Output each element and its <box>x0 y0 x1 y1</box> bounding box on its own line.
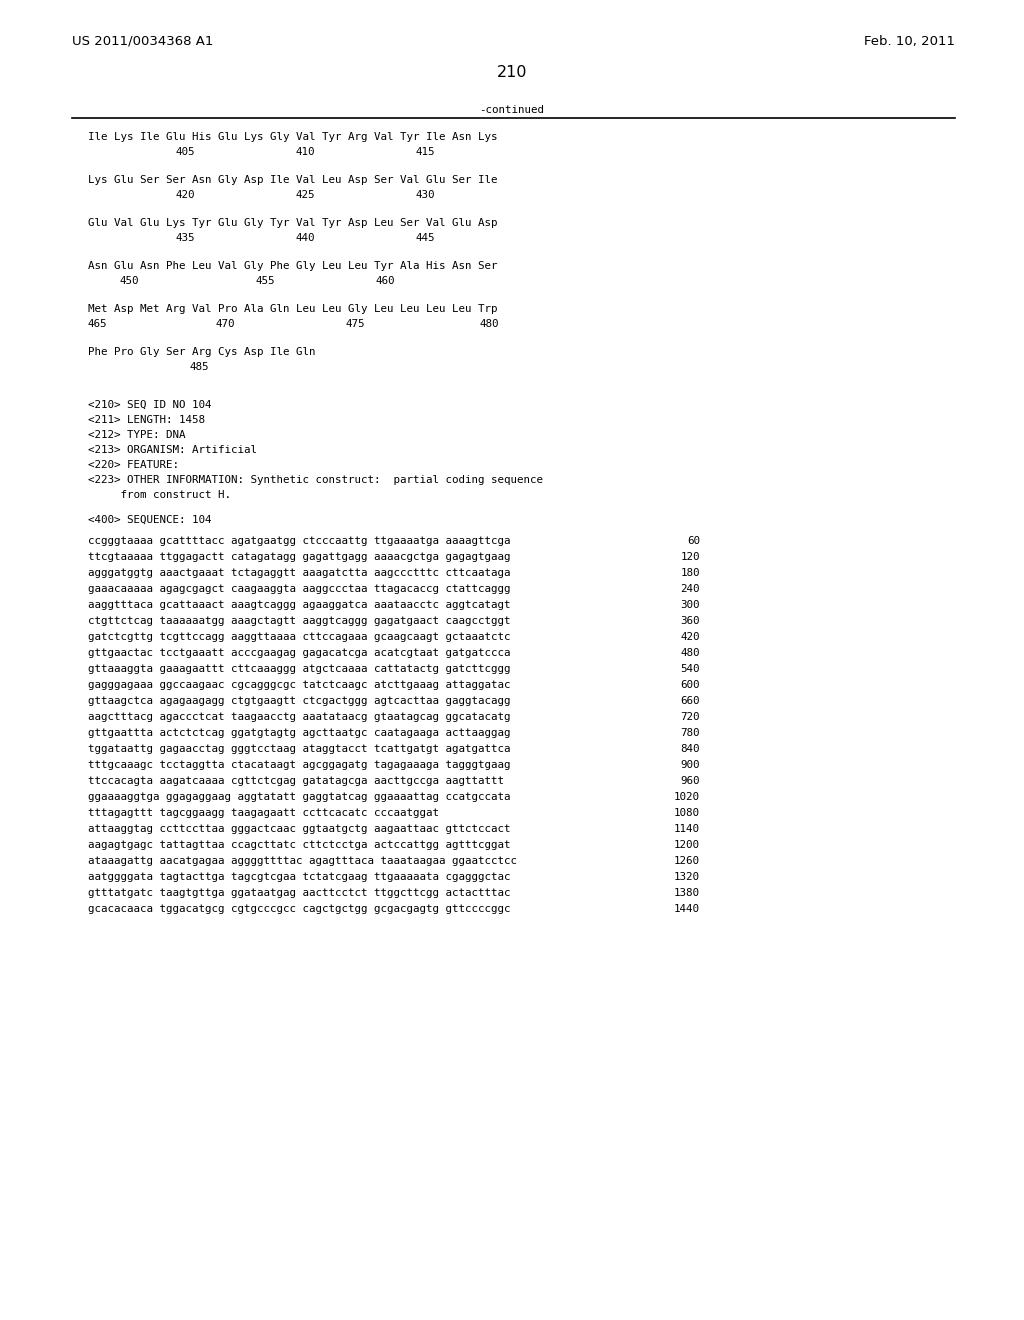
Text: 440: 440 <box>295 234 314 243</box>
Text: 180: 180 <box>681 568 700 578</box>
Text: 470: 470 <box>215 319 234 329</box>
Text: gtttatgatc taagtgttga ggataatgag aacttcctct ttggcttcgg actactttac: gtttatgatc taagtgttga ggataatgag aacttcc… <box>88 888 511 898</box>
Text: aaggtttaca gcattaaact aaagtcaggg agaaggatca aaataacctc aggtcatagt: aaggtttaca gcattaaact aaagtcaggg agaagga… <box>88 601 511 610</box>
Text: gaaacaaaaa agagcgagct caagaaggta aaggccctaa ttagacaccg ctattcaggg: gaaacaaaaa agagcgagct caagaaggta aaggccc… <box>88 583 511 594</box>
Text: gcacacaaca tggacatgcg cgtgcccgcc cagctgctgg gcgacgagtg gttccccggc: gcacacaaca tggacatgcg cgtgcccgcc cagctgc… <box>88 904 511 913</box>
Text: Asn Glu Asn Phe Leu Val Gly Phe Gly Leu Leu Tyr Ala His Asn Ser: Asn Glu Asn Phe Leu Val Gly Phe Gly Leu … <box>88 261 498 271</box>
Text: ttcgtaaaaa ttggagactt catagatagg gagattgagg aaaacgctga gagagtgaag: ttcgtaaaaa ttggagactt catagatagg gagattg… <box>88 552 511 562</box>
Text: 420: 420 <box>681 632 700 642</box>
Text: Lys Glu Ser Ser Asn Gly Asp Ile Val Leu Asp Ser Val Glu Ser Ile: Lys Glu Ser Ser Asn Gly Asp Ile Val Leu … <box>88 176 498 185</box>
Text: agggatggtg aaactgaaat tctagaggtt aaagatctta aagccctttc cttcaataga: agggatggtg aaactgaaat tctagaggtt aaagatc… <box>88 568 511 578</box>
Text: <400> SEQUENCE: 104: <400> SEQUENCE: 104 <box>88 515 212 525</box>
Text: ggaaaaggtga ggagaggaag aggtatatt gaggtatcag ggaaaattag ccatgccata: ggaaaaggtga ggagaggaag aggtatatt gaggtat… <box>88 792 511 803</box>
Text: 1200: 1200 <box>674 840 700 850</box>
Text: 445: 445 <box>415 234 434 243</box>
Text: 960: 960 <box>681 776 700 785</box>
Text: <213> ORGANISM: Artificial: <213> ORGANISM: Artificial <box>88 445 257 455</box>
Text: 540: 540 <box>681 664 700 675</box>
Text: 455: 455 <box>255 276 274 286</box>
Text: 1320: 1320 <box>674 873 700 882</box>
Text: gttgaattta actctctcag ggatgtagtg agcttaatgc caatagaaga acttaaggag: gttgaattta actctctcag ggatgtagtg agcttaa… <box>88 729 511 738</box>
Text: 60: 60 <box>687 536 700 546</box>
Text: 435: 435 <box>175 234 195 243</box>
Text: 720: 720 <box>681 711 700 722</box>
Text: aagagtgagc tattagttaa ccagcttatc cttctcctga actccattgg agtttcggat: aagagtgagc tattagttaa ccagcttatc cttctcc… <box>88 840 511 850</box>
Text: <220> FEATURE:: <220> FEATURE: <box>88 459 179 470</box>
Text: tggataattg gagaacctag gggtcctaag ataggtacct tcattgatgt agatgattca: tggataattg gagaacctag gggtcctaag ataggta… <box>88 744 511 754</box>
Text: gttaagctca agagaagagg ctgtgaagtt ctcgactggg agtcacttaa gaggtacagg: gttaagctca agagaagagg ctgtgaagtt ctcgact… <box>88 696 511 706</box>
Text: 405: 405 <box>175 147 195 157</box>
Text: 1080: 1080 <box>674 808 700 818</box>
Text: tttagagttt tagcggaagg taagagaatt ccttcacatc cccaatggat: tttagagttt tagcggaagg taagagaatt ccttcac… <box>88 808 439 818</box>
Text: 210: 210 <box>497 65 527 81</box>
Text: 475: 475 <box>345 319 365 329</box>
Text: gttaaaggta gaaagaattt cttcaaaggg atgctcaaaa cattatactg gatcttcggg: gttaaaggta gaaagaattt cttcaaaggg atgctca… <box>88 664 511 675</box>
Text: aatggggata tagtacttga tagcgtcgaa tctatcgaag ttgaaaaata cgagggctac: aatggggata tagtacttga tagcgtcgaa tctatcg… <box>88 873 511 882</box>
Text: 240: 240 <box>681 583 700 594</box>
Text: 300: 300 <box>681 601 700 610</box>
Text: -continued: -continued <box>479 106 545 115</box>
Text: ctgttctcag taaaaaatgg aaagctagtt aaggtcaggg gagatgaact caagcctggt: ctgttctcag taaaaaatgg aaagctagtt aaggtca… <box>88 616 511 626</box>
Text: Met Asp Met Arg Val Pro Ala Gln Leu Leu Gly Leu Leu Leu Leu Trp: Met Asp Met Arg Val Pro Ala Gln Leu Leu … <box>88 304 498 314</box>
Text: 120: 120 <box>681 552 700 562</box>
Text: <212> TYPE: DNA: <212> TYPE: DNA <box>88 430 185 440</box>
Text: gttgaactac tcctgaaatt acccgaagag gagacatcga acatcgtaat gatgatccca: gttgaactac tcctgaaatt acccgaagag gagacat… <box>88 648 511 657</box>
Text: 1440: 1440 <box>674 904 700 913</box>
Text: 1020: 1020 <box>674 792 700 803</box>
Text: 840: 840 <box>681 744 700 754</box>
Text: 480: 480 <box>681 648 700 657</box>
Text: Ile Lys Ile Glu His Glu Lys Gly Val Tyr Arg Val Tyr Ile Asn Lys: Ile Lys Ile Glu His Glu Lys Gly Val Tyr … <box>88 132 498 143</box>
Text: 1380: 1380 <box>674 888 700 898</box>
Text: 360: 360 <box>681 616 700 626</box>
Text: 410: 410 <box>295 147 314 157</box>
Text: gagggagaaa ggccaagaac cgcagggcgc tatctcaagc atcttgaaag attaggatac: gagggagaaa ggccaagaac cgcagggcgc tatctca… <box>88 680 511 690</box>
Text: 415: 415 <box>415 147 434 157</box>
Text: ttccacagta aagatcaaaa cgttctcgag gatatagcga aacttgccga aagttattt: ttccacagta aagatcaaaa cgttctcgag gatatag… <box>88 776 504 785</box>
Text: 480: 480 <box>480 319 500 329</box>
Text: 430: 430 <box>415 190 434 201</box>
Text: 425: 425 <box>295 190 314 201</box>
Text: 460: 460 <box>375 276 394 286</box>
Text: Phe Pro Gly Ser Arg Cys Asp Ile Gln: Phe Pro Gly Ser Arg Cys Asp Ile Gln <box>88 347 315 356</box>
Text: gatctcgttg tcgttccagg aaggttaaaa cttccagaaa gcaagcaagt gctaaatctc: gatctcgttg tcgttccagg aaggttaaaa cttccag… <box>88 632 511 642</box>
Text: <210> SEQ ID NO 104: <210> SEQ ID NO 104 <box>88 400 212 411</box>
Text: tttgcaaagc tcctaggtta ctacataagt agcggagatg tagagaaaga tagggtgaag: tttgcaaagc tcctaggtta ctacataagt agcggag… <box>88 760 511 770</box>
Text: 465: 465 <box>88 319 108 329</box>
Text: 485: 485 <box>190 362 210 372</box>
Text: 600: 600 <box>681 680 700 690</box>
Text: 1260: 1260 <box>674 855 700 866</box>
Text: 780: 780 <box>681 729 700 738</box>
Text: ataaagattg aacatgagaa aggggttttac agagtttaca taaataagaa ggaatcctcc: ataaagattg aacatgagaa aggggttttac agagtt… <box>88 855 517 866</box>
Text: 660: 660 <box>681 696 700 706</box>
Text: attaaggtag ccttccttaa gggactcaac ggtaatgctg aagaattaac gttctccact: attaaggtag ccttccttaa gggactcaac ggtaatg… <box>88 824 511 834</box>
Text: Feb. 10, 2011: Feb. 10, 2011 <box>864 36 955 48</box>
Text: 900: 900 <box>681 760 700 770</box>
Text: <211> LENGTH: 1458: <211> LENGTH: 1458 <box>88 414 205 425</box>
Text: Glu Val Glu Lys Tyr Glu Gly Tyr Val Tyr Asp Leu Ser Val Glu Asp: Glu Val Glu Lys Tyr Glu Gly Tyr Val Tyr … <box>88 218 498 228</box>
Text: 450: 450 <box>120 276 139 286</box>
Text: 420: 420 <box>175 190 195 201</box>
Text: ccgggtaaaa gcattttacc agatgaatgg ctcccaattg ttgaaaatga aaaagttcga: ccgggtaaaa gcattttacc agatgaatgg ctcccaa… <box>88 536 511 546</box>
Text: aagctttacg agaccctcat taagaacctg aaatataacg gtaatagcag ggcatacatg: aagctttacg agaccctcat taagaacctg aaatata… <box>88 711 511 722</box>
Text: from construct H.: from construct H. <box>88 490 231 500</box>
Text: <223> OTHER INFORMATION: Synthetic construct:  partial coding sequence: <223> OTHER INFORMATION: Synthetic const… <box>88 475 543 484</box>
Text: 1140: 1140 <box>674 824 700 834</box>
Text: US 2011/0034368 A1: US 2011/0034368 A1 <box>72 36 213 48</box>
